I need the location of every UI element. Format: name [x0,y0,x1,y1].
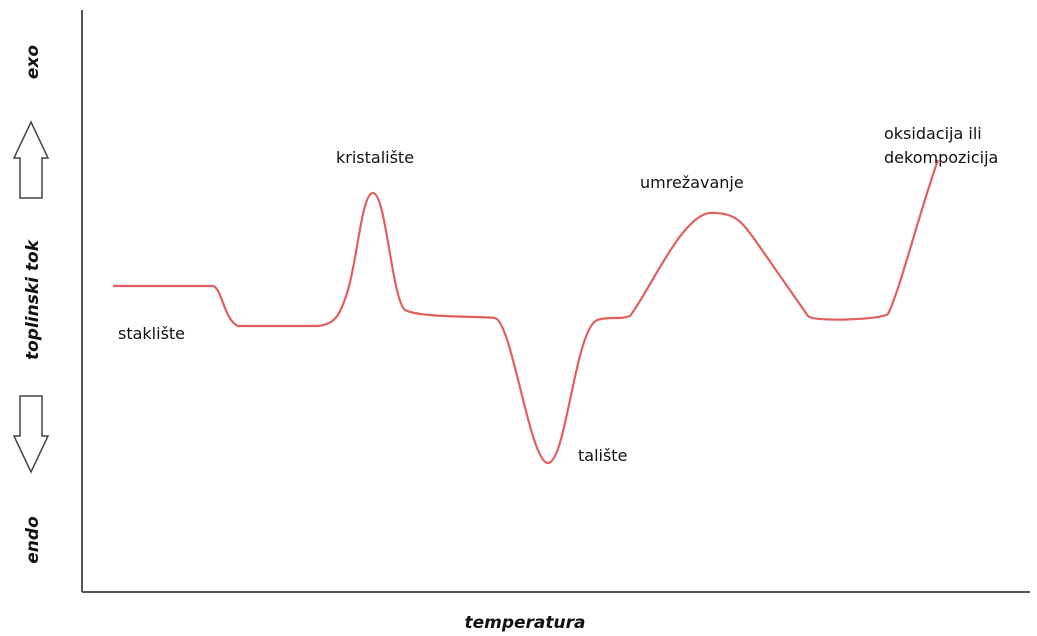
exo-label: exo [23,45,43,79]
annotation: kristalište [336,148,414,167]
annotation: dekompozicija [884,148,998,167]
annotation: talište [578,446,627,465]
annotation: staklište [118,324,185,343]
y-axis-label: toplinski tok [23,238,43,360]
arrow-down [12,395,50,474]
annotation: umrežavanje [640,173,744,192]
annotation: oksidacija ili [884,124,982,143]
endo-label: endo [23,516,43,564]
arrow-up [12,120,50,199]
dsc-curve [113,159,940,465]
x-axis-label: temperatura [464,613,585,633]
